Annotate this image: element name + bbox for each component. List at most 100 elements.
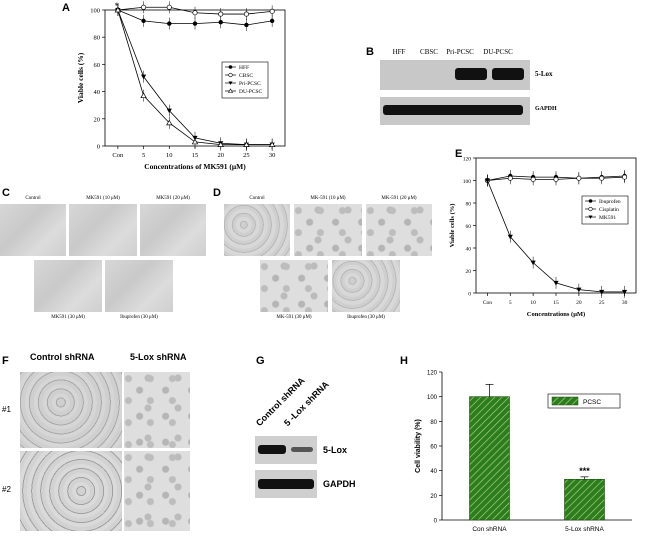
data-point <box>244 22 249 28</box>
significance-marker: *** <box>579 466 590 476</box>
y-tick-label: 0 <box>434 519 438 525</box>
x-tick-label: 15 <box>192 152 199 159</box>
data-point <box>507 175 513 181</box>
panel-label-b: B <box>366 46 374 58</box>
legend-swatch <box>551 396 579 406</box>
data-point <box>621 289 628 295</box>
caption-mk20: MK591 (20 μM) <box>156 196 190 201</box>
blot-b-label-5lox: 5-Lox <box>535 70 553 78</box>
blot-g: Control shRNA 5 -Lox shRNA 5-Lox GAPDH <box>253 370 365 520</box>
bar <box>469 396 510 521</box>
chart-e: 0 20 40 60 80 100 120 Con 5 10 15 20 25 30 Concentrati… <box>449 157 637 318</box>
x-tick-label: 20 <box>217 152 224 159</box>
lane-label-control-shrna: Control shRNA <box>253 375 307 428</box>
blot-b-row2 <box>380 97 530 125</box>
x-tick-label: Con shRNA <box>472 526 507 533</box>
legend-marker <box>228 65 233 69</box>
y-tick-label: 0 <box>468 292 471 298</box>
legend-marker <box>588 199 593 203</box>
y-tick-label: 60 <box>94 62 101 69</box>
data-point <box>166 108 172 114</box>
y-tick-label: 0 <box>97 144 100 151</box>
blot-b: HFF CBSC Pri-PCSC DU-PCSC 5-Lox GAPDH <box>380 40 560 140</box>
x-tick-label: Con <box>112 152 124 159</box>
legend-marker <box>588 215 593 219</box>
blot-b-label-gapdh: GAPDH <box>535 106 557 112</box>
row-label-1: #1 <box>2 405 11 414</box>
y-tick-label: 80 <box>430 420 437 426</box>
caption-control: Control <box>25 196 41 201</box>
y-tick-label: 100 <box>463 179 472 185</box>
micrograph-mk30 <box>260 260 328 312</box>
y-tick-label: 40 <box>94 89 101 96</box>
y-tick-label: 40 <box>430 469 437 475</box>
legend-label: PCSC <box>583 399 601 406</box>
x-tick-label: 20 <box>576 300 582 306</box>
x-tick-label: 30 <box>622 300 628 306</box>
y-tick-label: 20 <box>430 494 437 500</box>
chart-h: 0 20 40 60 80 100 120 Cell viability (%) Con shR… <box>415 371 632 533</box>
y-tick-label: 60 <box>466 224 472 230</box>
legend-label: CBSC <box>239 73 253 79</box>
panel-label-g: G <box>256 355 265 367</box>
panel-label-e: E <box>455 148 463 160</box>
lane-label-pri-pcsc: Pri-PCSC <box>446 48 474 56</box>
y-axis-label: Cell viability (%) <box>415 419 422 473</box>
micrograph-control <box>0 204 66 256</box>
blot-g-row2 <box>255 470 317 498</box>
data-point <box>114 6 122 13</box>
bar <box>564 479 605 521</box>
data-point <box>576 287 582 293</box>
micrograph-ibuprofen <box>332 260 400 312</box>
data-point <box>191 138 199 145</box>
x-tick-label: 5 <box>142 152 145 159</box>
data-point <box>484 178 491 184</box>
band <box>383 105 523 115</box>
caption-ibuprofen: Ibuprofen (30 μM) <box>120 315 158 320</box>
legend-label: HFF <box>239 65 249 71</box>
y-tick-label: 120 <box>463 157 472 163</box>
y-axis-label: Viable cells (%) <box>76 52 85 103</box>
panel-label-h: H <box>400 355 408 367</box>
panel-label-f: F <box>2 355 9 367</box>
legend-label: Pri-PCSC <box>239 81 261 87</box>
micrograph-mk20 <box>140 204 206 256</box>
panel-label-c: C <box>2 187 10 199</box>
micrograph-5lox-2 <box>124 451 190 531</box>
column-label-control-shrna: Control shRNA <box>30 352 95 362</box>
y-tick-label: 100 <box>427 395 438 401</box>
data-point <box>269 18 275 24</box>
data-point <box>217 141 224 147</box>
data-point <box>140 74 147 80</box>
data-point <box>218 20 223 25</box>
x-tick-label: 10 <box>166 152 173 159</box>
y-tick-label: 120 <box>427 371 438 377</box>
micrograph-mk30 <box>34 260 102 312</box>
micrograph-mk10 <box>69 204 137 256</box>
data-point <box>192 21 198 26</box>
band <box>258 445 286 454</box>
x-tick-label: 25 <box>599 300 605 306</box>
band <box>258 479 314 489</box>
x-tick-label: 5 <box>509 300 512 306</box>
panel-label-a: A <box>62 2 70 14</box>
caption-mk30: MK-591 (30 μM) <box>276 315 312 320</box>
micrograph-ibuprofen <box>105 260 173 312</box>
column-label-5lox-shrna: 5-Lox shRNA <box>130 352 187 362</box>
y-tick-label: 20 <box>466 269 472 275</box>
band <box>455 68 487 80</box>
legend-label: MK591 <box>599 215 616 221</box>
legend-marker <box>228 72 233 78</box>
lane-label-cbsc: CBSC <box>420 48 438 56</box>
row-label-2: #2 <box>2 485 11 494</box>
data-point <box>553 176 559 182</box>
x-tick-label: 25 <box>243 152 250 159</box>
caption-control: Control <box>249 196 265 201</box>
data-point <box>192 10 198 16</box>
blot-g-label-5lox: 5-Lox <box>323 445 348 455</box>
data-point <box>268 141 276 147</box>
caption-ibuprofen: Ibuprofen (30 μM) <box>347 315 385 320</box>
micrograph-control-2 <box>20 451 122 531</box>
y-tick-label: 60 <box>430 445 437 451</box>
blot-g-row1 <box>255 436 317 464</box>
